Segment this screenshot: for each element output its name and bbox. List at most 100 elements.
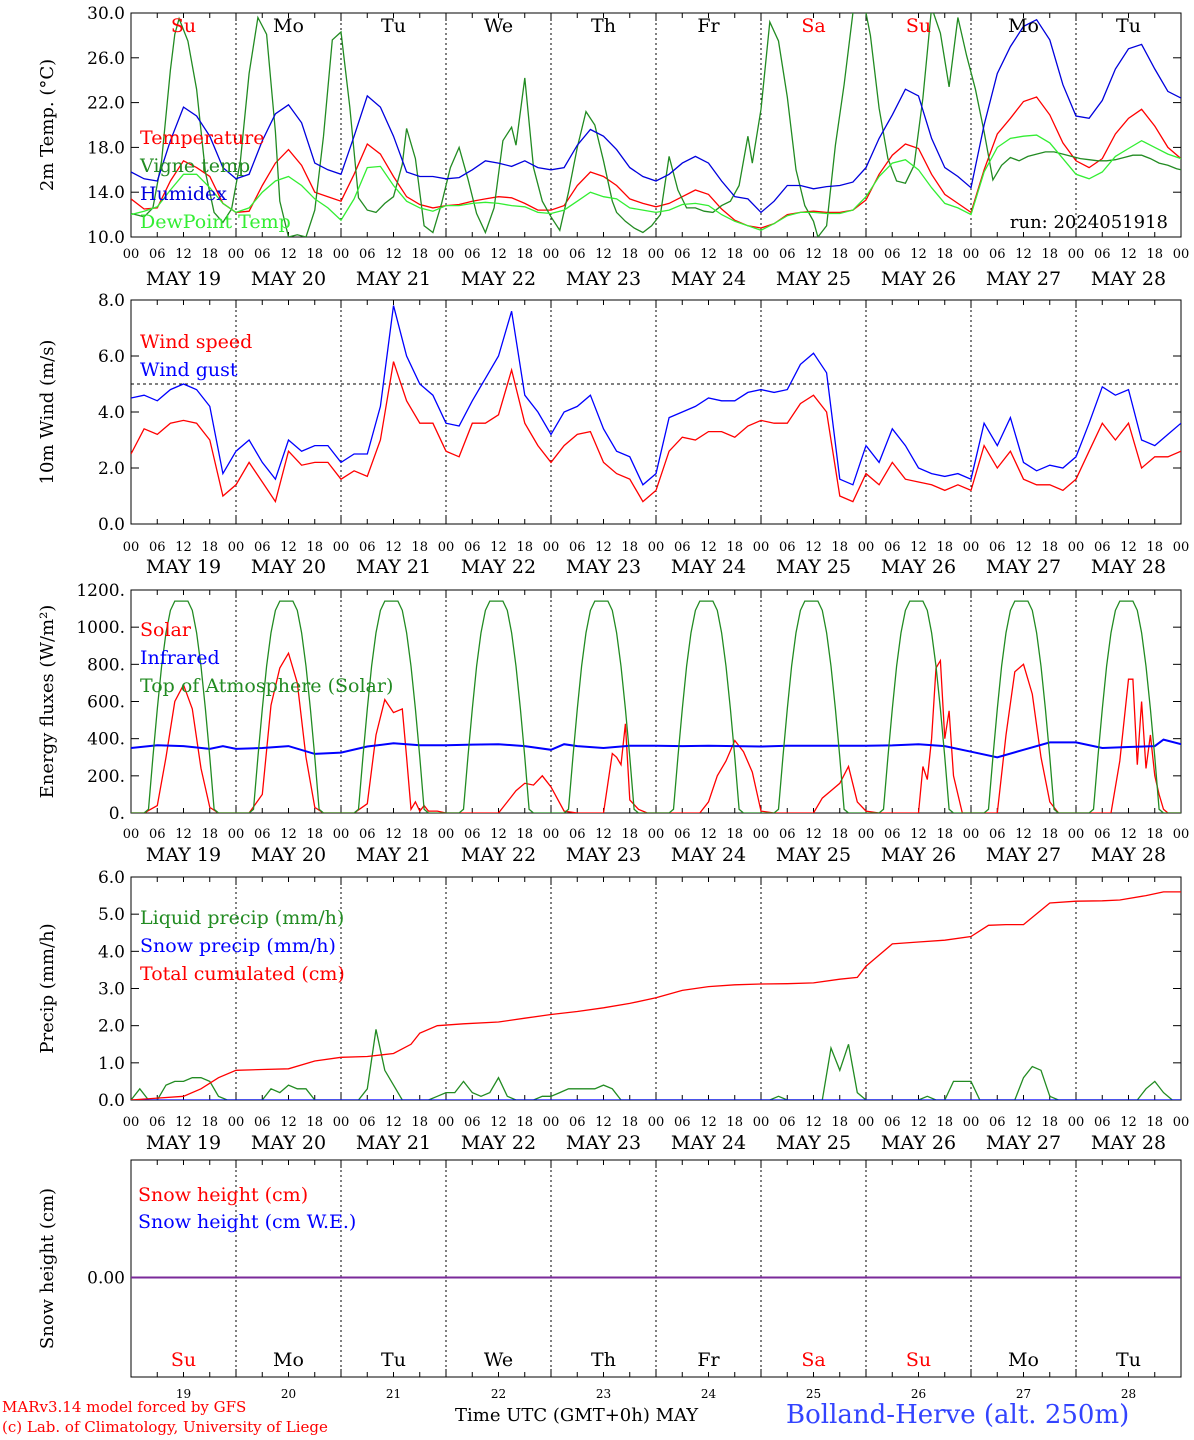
y-tick-label: 1000. [76,618,125,638]
hour-tick-label: 12 [910,827,927,842]
hour-tick-label: 12 [175,540,192,555]
hour-tick-label: 00 [858,540,875,555]
hour-tick-label: 00 [543,540,560,555]
panel-5: 0.00 Snow height (cm) Snow height (cm) Snow… [37,1159,1182,1378]
hour-tick-label: 00 [438,1115,455,1130]
day-label: MAY 22 [461,1132,536,1154]
hour-tick-label: 18 [936,827,953,842]
hour-tick-label: 06 [359,827,376,842]
y-axis-label: Precip (mm/h) [37,923,58,1053]
hour-tick-label: 18 [411,827,428,842]
run-annotation: run: 2024051918 [1010,212,1168,233]
hour-tick-label: 12 [1015,247,1032,262]
weekday-label-bottom: Su [171,1349,196,1371]
hour-tick-label: 18 [1041,540,1058,555]
day-number-label: 22 [491,1387,506,1401]
hour-tick-label: 00 [123,827,140,842]
hour-tick-label: 00 [1068,247,1085,262]
hour-tick-label: 18 [1146,247,1163,262]
hour-tick-label: 06 [779,540,796,555]
day-label: MAY 27 [986,844,1061,866]
day-label: MAY 21 [356,1132,431,1154]
hour-tick-label: 06 [1094,247,1111,262]
weekday-label-bottom: We [484,1349,513,1371]
hour-tick-label: 06 [254,247,271,262]
weekday-label-bottom: Sa [801,1349,825,1371]
y-tick-label: 14.0 [87,183,125,203]
hour-tick-label: 12 [595,827,612,842]
y-tick-label: 0.0 [98,515,125,535]
y-tick-label: 22.0 [87,94,125,114]
hour-tick-label: 12 [805,540,822,555]
hour-tick-label: 00 [543,247,560,262]
legend-entry: Wind speed [140,331,252,353]
panel-2: 0.0 2.0 4.0 6.0 8.0 10m Wind (m/s) Wind speed W… [37,291,1189,578]
day-label: MAY 22 [461,268,536,290]
hour-tick-label: 12 [175,1115,192,1130]
weekday-label-top: Mo [1008,15,1039,37]
hour-tick-label: 18 [831,247,848,262]
hour-tick-label: 18 [516,540,533,555]
hour-tick-label: 18 [306,247,323,262]
series-line-solar [131,651,1181,813]
y-tick-label: 600. [87,693,125,713]
credit-line-1: MARv3.14 model forced by GFS [2,1398,247,1416]
hour-tick-label: 00 [648,1115,665,1130]
hour-tick-label: 18 [306,827,323,842]
day-label: MAY 23 [566,556,641,578]
hour-tick-label: 18 [831,827,848,842]
hour-tick-label: 18 [201,540,218,555]
y-tick-label: 8.0 [98,291,125,311]
hour-tick-label: 06 [149,827,166,842]
hour-tick-label: 18 [726,247,743,262]
day-label: MAY 24 [671,268,746,290]
weekday-label-top: Su [906,15,931,37]
series-line-humidex [131,18,1181,214]
hour-tick-label: 18 [621,247,638,262]
hour-tick-label: 18 [411,540,428,555]
hour-tick-label: 18 [1041,1115,1058,1130]
hour-tick-label: 00 [1173,247,1190,262]
day-label: MAY 24 [671,1132,746,1154]
hour-tick-label: 12 [805,1115,822,1130]
day-number-label: 24 [701,1387,717,1401]
hour-tick-label: 12 [280,1115,297,1130]
hour-tick-label: 06 [254,1115,271,1130]
legend-entry: Infrared [140,647,220,669]
hour-tick-label: 12 [595,1115,612,1130]
day-number-label: 20 [281,1387,296,1401]
hour-tick-label: 06 [779,827,796,842]
hour-tick-label: 18 [621,827,638,842]
series-line-vigne-temp [131,13,1181,237]
day-label: MAY 20 [251,556,326,578]
y-tick-label: 1.0 [98,1054,125,1074]
hour-tick-label: 06 [359,540,376,555]
hour-tick-label: 06 [989,540,1006,555]
day-label: MAY 26 [881,556,956,578]
hour-tick-label: 18 [831,1115,848,1130]
day-number-label: 19 [176,1387,191,1401]
hour-tick-label: 06 [149,247,166,262]
hour-tick-label: 12 [805,827,822,842]
hour-tick-label: 18 [201,827,218,842]
hour-tick-label: 12 [805,247,822,262]
hour-tick-label: 12 [700,1115,717,1130]
hour-tick-label: 18 [411,247,428,262]
hour-tick-label: 06 [149,540,166,555]
weekday-label-top: Fr [697,15,720,37]
y-axis-label: Energy fluxes (W/m²) [37,605,58,799]
hour-tick-label: 00 [438,540,455,555]
panel-1: 10.0 14.0 18.0 22.0 26.0 30.0 2m Temp. (°C) Tem… [37,4,1190,290]
hour-tick-label: 18 [936,1115,953,1130]
hour-tick-label: 06 [1094,827,1111,842]
legend-entry: Top of Atmosphere (Solar) [140,675,393,697]
y-tick-label: 5.0 [98,905,125,925]
hour-tick-label: 18 [411,1115,428,1130]
hour-tick-label: 12 [910,247,927,262]
hour-tick-label: 00 [753,540,770,555]
y-tick-label: 400. [87,730,125,750]
day-label: MAY 26 [881,1132,956,1154]
time-axis-title: Time UTC (GMT+0h) MAY [455,1405,699,1426]
y-axis-label: Snow height (cm) [37,1188,58,1349]
y-tick-label: 0. [109,804,125,824]
